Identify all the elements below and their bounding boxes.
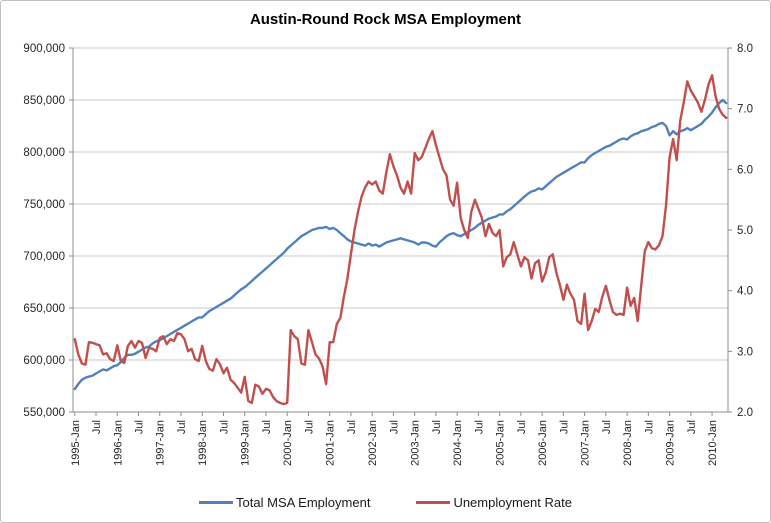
x-axis-tick-label: 2009-Jan (665, 420, 677, 466)
x-axis-tick-label: Jul (176, 420, 188, 434)
x-axis-tick-label: 2002-Jan (367, 420, 379, 466)
legend-label-unemployment: Unemployment Rate (453, 495, 572, 510)
x-axis-tick-label: 2007-Jan (580, 420, 592, 466)
legend-entry-unemployment: Unemployment Rate (416, 495, 572, 510)
right-axis-tick-label: 6.0 (737, 164, 753, 176)
x-axis-tick-label: 2000-Jan (282, 420, 294, 466)
x-axis-tick-label: 2004-Jan (452, 420, 464, 466)
x-axis-tick-label: 2005-Jan (495, 420, 507, 466)
x-axis-tick-label: Jul (558, 420, 570, 434)
x-axis-tick-label: 1998-Jan (197, 420, 209, 466)
chart-legend: Total MSA Employment Unemployment Rate (1, 495, 770, 510)
x-axis-tick-label: Jul (431, 420, 443, 434)
x-axis-tick-label: Jul (218, 420, 230, 434)
chart-title: Austin-Round Rock MSA Employment (249, 11, 522, 28)
x-axis-tick-label: Jul (686, 420, 698, 434)
right-axis-tick-label: 8.0 (737, 43, 753, 55)
x-axis-tick-label: Jul (346, 420, 358, 434)
unemployment-line (73, 74, 728, 406)
employment-line-swatch (199, 501, 234, 504)
left-axis-tick-label: 750,000 (23, 199, 65, 211)
legend-label-employment: Total MSA Employment (236, 495, 371, 510)
x-axis-tick-label: 2008-Jan (622, 420, 634, 466)
left-axis-tick-label: 900,000 (23, 43, 65, 55)
right-axis-tick-label: 3.0 (737, 346, 753, 358)
x-axis-tick-label: Jul (388, 420, 400, 434)
left-axis-tick-label: 800,000 (23, 147, 65, 159)
x-axis-tick-label: 2010-Jan (707, 420, 719, 466)
x-axis-tick-label: 1996-Jan (112, 420, 124, 466)
x-axis-tick-label: 2003-Jan (410, 420, 422, 466)
x-axis-tick-label: Jul (516, 420, 528, 434)
x-axis-tick-label: 1997-Jan (155, 420, 167, 466)
x-axis-tick-label: Jul (303, 420, 315, 434)
x-axis-tick-label: Jul (473, 420, 485, 434)
left-axis-tick-label: 700,000 (23, 251, 65, 263)
right-axis-tick-label: 7.0 (737, 104, 753, 116)
x-axis-tick-label: 1999-Jan (240, 420, 252, 466)
x-axis-tick-label: Jul (643, 420, 655, 434)
left-axis-tick-label: 550,000 (23, 407, 65, 419)
left-axis-tick-label: 850,000 (23, 95, 65, 107)
left-axis-tick-label: 650,000 (23, 303, 65, 315)
x-axis-tick-label: 2006-Jan (537, 420, 549, 466)
unemployment-line-swatch (416, 501, 451, 504)
left-axis-tick-label: 600,000 (23, 355, 65, 367)
right-axis-tick-label: 5.0 (737, 225, 753, 237)
legend-entry-employment: Total MSA Employment (199, 495, 370, 510)
x-axis-tick-label: 1995-Jan (70, 420, 82, 466)
x-axis-tick-label: Jul (601, 420, 613, 434)
right-axis-tick-label: 2.0 (737, 407, 753, 419)
employment-line (73, 98, 728, 391)
right-axis-tick-label: 4.0 (737, 286, 753, 298)
x-axis-tick-label: Jul (134, 420, 146, 434)
x-axis-tick-label: Jul (91, 420, 103, 434)
x-axis-tick-label: 2001-Jan (325, 420, 337, 466)
x-axis-tick-label: Jul (261, 420, 273, 434)
